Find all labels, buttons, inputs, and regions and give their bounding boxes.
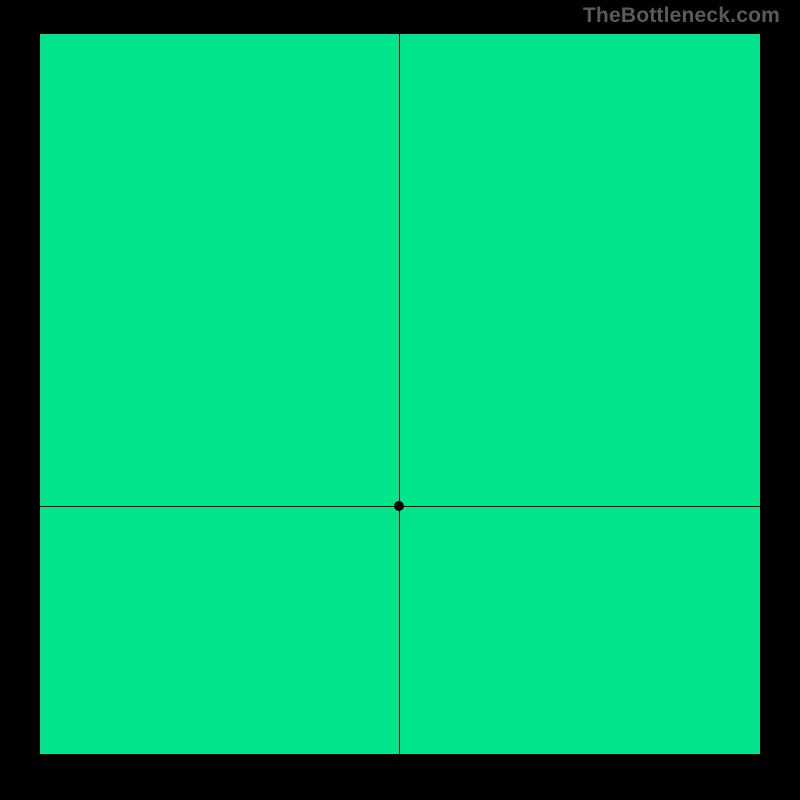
- marker-dot: [394, 501, 404, 511]
- heatmap-canvas: [40, 34, 760, 754]
- crosshair-vertical: [399, 34, 400, 754]
- plot-area: [40, 34, 760, 754]
- brand-watermark: TheBottleneck.com: [583, 4, 780, 28]
- chart-container: TheBottleneck.com: [0, 0, 800, 800]
